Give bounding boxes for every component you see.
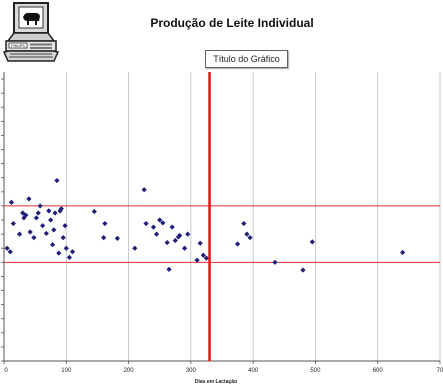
data-point <box>48 217 54 223</box>
data-point <box>7 249 13 255</box>
data-point <box>309 239 315 245</box>
x-tick-label: 600 <box>373 368 384 374</box>
data-point <box>8 199 15 206</box>
data-point <box>234 241 241 247</box>
data-point <box>20 210 26 216</box>
x-tick-label: 0 <box>4 368 8 374</box>
data-point <box>69 249 76 255</box>
data-point <box>51 227 57 233</box>
data-point <box>33 215 39 221</box>
data-point <box>154 231 160 237</box>
data-point <box>23 212 29 218</box>
chart-title-tooltip: Título do Gráfico <box>205 50 288 68</box>
data-point <box>160 220 166 226</box>
data-point <box>4 245 10 251</box>
data-point <box>26 196 32 202</box>
data-point <box>203 255 210 261</box>
data-point <box>60 235 66 241</box>
logo-brand-label: PHILIPS <box>11 44 25 48</box>
data-point <box>40 223 46 229</box>
x-tick-label: 300 <box>186 368 197 374</box>
chart-title: Produção de Leite Individual <box>150 16 314 30</box>
data-point <box>143 220 149 227</box>
cow-computer-logo-icon: PHILIPS <box>2 2 60 62</box>
data-point <box>91 208 97 215</box>
data-point <box>114 235 120 241</box>
x-tick-label: 500 <box>310 368 321 374</box>
data-point <box>46 208 52 214</box>
data-point <box>182 245 188 251</box>
data-point <box>247 235 253 241</box>
data-point <box>185 231 191 237</box>
data-point <box>141 187 147 193</box>
data-point <box>172 237 178 244</box>
data-point <box>56 250 62 256</box>
data-point <box>66 254 72 260</box>
data-point <box>164 239 170 246</box>
data-point <box>272 259 278 265</box>
data-point <box>52 210 58 216</box>
data-point <box>400 249 406 256</box>
data-point <box>62 223 68 229</box>
data-point <box>194 257 200 263</box>
data-point <box>10 220 16 227</box>
data-point <box>101 235 107 241</box>
data-point <box>177 232 183 239</box>
data-point <box>27 229 33 235</box>
x-tick-label: 200 <box>124 368 135 374</box>
data-point <box>54 177 60 184</box>
data-point <box>166 266 172 272</box>
data-point <box>49 242 56 248</box>
data-point <box>21 215 27 221</box>
x-tick-label: 100 <box>61 368 72 374</box>
x-tick-label: 70 <box>437 368 443 374</box>
data-point <box>300 267 306 273</box>
data-point <box>241 220 247 227</box>
data-point <box>37 203 43 209</box>
data-point <box>169 224 175 230</box>
data-point <box>157 217 163 223</box>
data-point <box>31 235 37 241</box>
data-point <box>16 231 23 237</box>
x-tick-label: 400 <box>248 368 259 374</box>
data-point <box>150 224 157 230</box>
data-point <box>197 240 203 246</box>
data-point <box>244 231 250 237</box>
data-point <box>200 252 206 258</box>
data-point <box>63 245 69 251</box>
data-point <box>35 210 41 216</box>
data-point <box>132 245 138 251</box>
data-point <box>102 220 108 227</box>
data-point <box>58 206 64 212</box>
x-axis-label: Dias em Lactação <box>194 379 238 385</box>
data-point <box>43 230 49 237</box>
